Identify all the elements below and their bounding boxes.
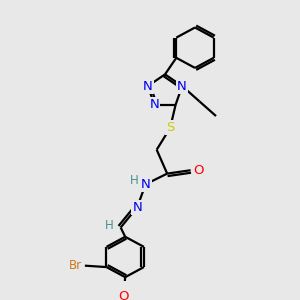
Text: O: O: [118, 290, 129, 300]
Text: N: N: [149, 98, 159, 111]
Text: N: N: [141, 178, 151, 191]
Text: H: H: [105, 219, 114, 232]
Text: N: N: [132, 201, 142, 214]
Text: N: N: [177, 80, 187, 92]
Text: S: S: [166, 122, 174, 134]
Text: N: N: [143, 80, 153, 92]
Text: O: O: [194, 164, 204, 177]
Text: H: H: [130, 174, 139, 188]
Text: Br: Br: [69, 259, 82, 272]
